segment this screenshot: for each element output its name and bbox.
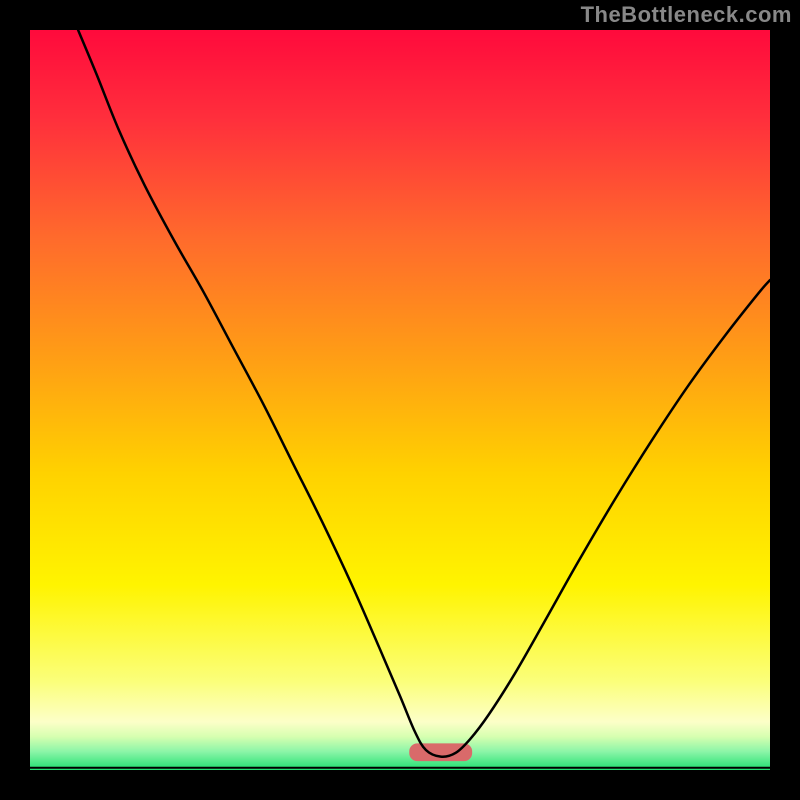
bottleneck-chart	[0, 0, 800, 800]
watermark-text: TheBottleneck.com	[581, 2, 792, 28]
plot-gradient	[30, 30, 770, 770]
chart-container: TheBottleneck.com	[0, 0, 800, 800]
